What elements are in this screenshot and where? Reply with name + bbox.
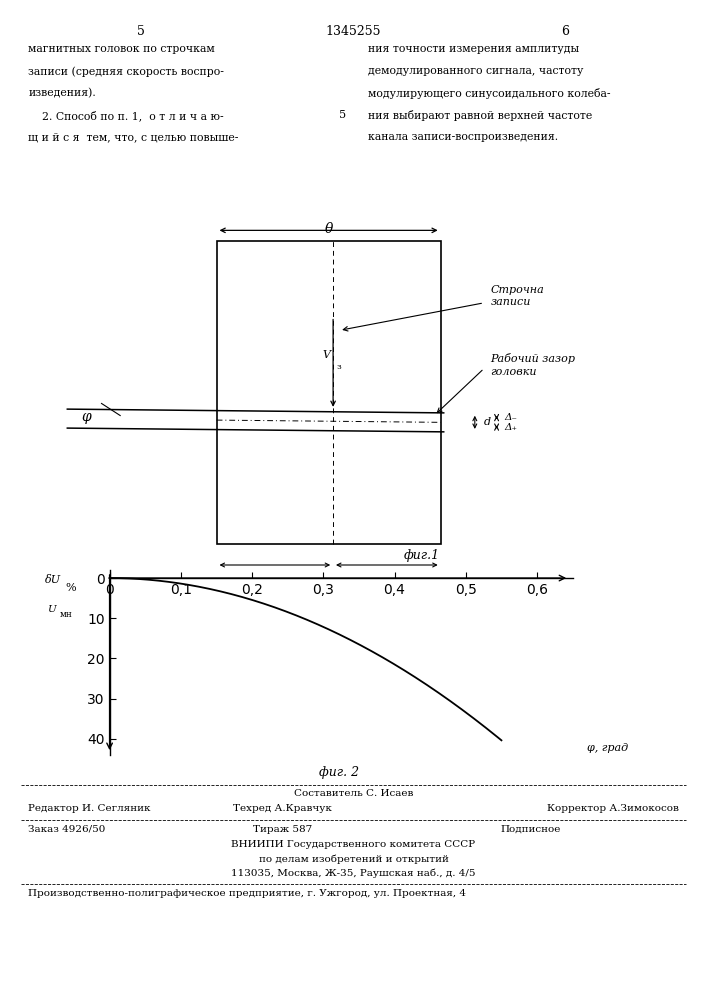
Text: Строчна
записи: Строчна записи <box>491 285 544 307</box>
Text: Производственно-полиграфическое предприятие, г. Ужгород, ул. Проектная, 4: Производственно-полиграфическое предприя… <box>28 889 467 898</box>
Text: Δ₊: Δ₊ <box>504 423 517 432</box>
Text: фиг. 2: фиг. 2 <box>320 766 359 779</box>
Text: 5: 5 <box>137 25 146 38</box>
Text: Рабочий зазор
головки: Рабочий зазор головки <box>491 353 575 377</box>
Text: Δ₋: Δ₋ <box>504 413 517 422</box>
Text: записи (средняя скорость воспро-: записи (средняя скорость воспро- <box>28 66 224 77</box>
Text: Составитель С. Исаев: Составитель С. Исаев <box>294 789 413 798</box>
Text: V: V <box>322 350 330 360</box>
Text: 1345255: 1345255 <box>326 25 381 38</box>
Text: по делам изобретений и открытий: по делам изобретений и открытий <box>259 854 448 863</box>
Text: φ, град: φ, град <box>587 743 628 753</box>
Text: щ и й с я  тем, что, с целью повыше-: щ и й с я тем, что, с целью повыше- <box>28 132 239 142</box>
Text: фиг.1: фиг.1 <box>404 549 440 562</box>
Text: Корректор А.Зимокосов: Корректор А.Зимокосов <box>547 804 679 813</box>
Text: канала записи-воспроизведения.: канала записи-воспроизведения. <box>368 132 558 142</box>
Text: Техред А.Кравчук: Техред А.Кравчук <box>233 804 332 813</box>
Text: изведения).: изведения). <box>28 88 96 98</box>
Text: X₊: X₊ <box>380 579 394 589</box>
Text: 5: 5 <box>339 110 346 120</box>
Text: U: U <box>47 605 55 614</box>
Text: φ: φ <box>81 410 90 424</box>
Text: Тираж 587: Тираж 587 <box>253 825 312 834</box>
Text: 113035, Москва, Ж-35, Раушская наб., д. 4/5: 113035, Москва, Ж-35, Раушская наб., д. … <box>231 868 476 878</box>
Text: Заказ 4926/50: Заказ 4926/50 <box>28 825 105 834</box>
Text: Редактор И. Сегляник: Редактор И. Сегляник <box>28 804 151 813</box>
Text: ВНИИПИ Государственного комитета СССР: ВНИИПИ Государственного комитета СССР <box>231 840 476 849</box>
Text: 2. Способ по п. 1,  о т л и ч а ю-: 2. Способ по п. 1, о т л и ч а ю- <box>28 110 224 121</box>
Text: магнитных головок по строчкам: магнитных головок по строчкам <box>28 44 215 54</box>
Text: демодулированного сигнала, частоту: демодулированного сигнала, частоту <box>368 66 583 76</box>
Text: d: d <box>484 417 491 427</box>
Text: Подписное: Подписное <box>500 825 561 834</box>
Text: модулирующего синусоидального колеба-: модулирующего синусоидального колеба- <box>368 88 610 99</box>
Text: ния выбирают равной верхней частоте: ния выбирают равной верхней частоте <box>368 110 592 121</box>
Text: 6: 6 <box>561 25 570 38</box>
Text: %: % <box>65 583 76 593</box>
Text: X₋: X₋ <box>268 579 281 589</box>
Text: мн: мн <box>59 610 72 619</box>
Text: δU: δU <box>45 575 61 585</box>
Text: ния точности измерения амплитуды: ния точности измерения амплитуды <box>368 44 579 54</box>
Bar <box>216 241 440 544</box>
Text: з: з <box>337 363 341 371</box>
Text: θ: θ <box>325 222 333 236</box>
